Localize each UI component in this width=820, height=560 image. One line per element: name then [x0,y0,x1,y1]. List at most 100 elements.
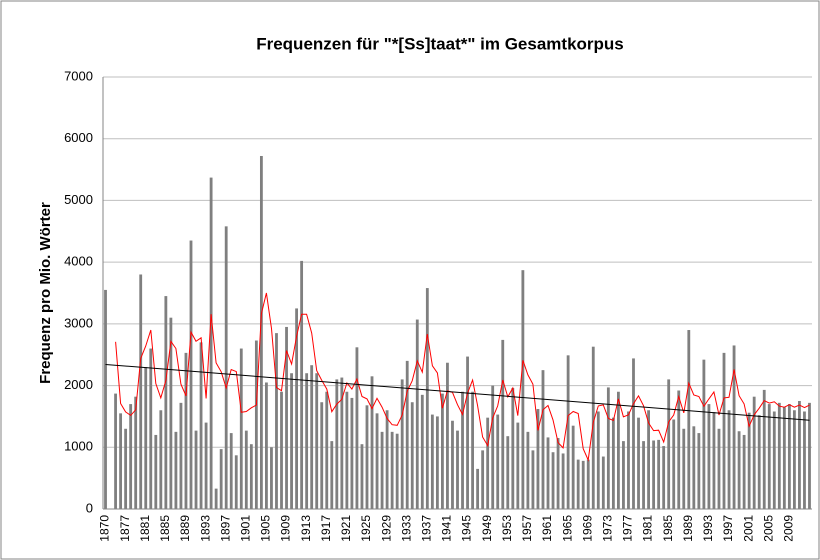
bar [365,405,369,509]
bar [536,409,540,509]
bar [164,296,168,509]
bar [345,391,349,509]
x-tick-label: 1925 [359,515,373,542]
x-tick-label: 1885 [158,515,172,542]
bar [808,402,811,509]
bar [486,417,490,509]
bar [521,270,525,509]
bar [275,333,278,509]
bar [692,426,696,509]
x-tick-label: 1977 [621,515,635,542]
x-tick-label: 2005 [761,515,775,542]
x-tick-label: 1937 [420,515,434,542]
bar [290,373,293,509]
x-tick-label: 1969 [580,515,594,542]
bar [586,459,590,509]
bar [747,412,751,509]
bar [144,367,148,509]
bar [265,382,268,509]
bar [461,391,464,509]
bar [466,356,469,509]
bar [340,377,344,509]
x-tick-label: 1913 [299,515,313,542]
bar [757,415,761,509]
bar [767,404,771,509]
bar [104,289,107,509]
bar [803,411,806,509]
bar [239,348,243,509]
bar [189,240,193,510]
chart-title: Frequenzen für "*[Ss]taat*" im Gesamtkor… [256,34,624,53]
x-tick-label: 1893 [198,515,212,542]
bar [491,385,495,509]
bar [662,446,666,509]
bar [209,177,213,509]
bar [456,430,459,509]
x-tick-label: 1981 [641,515,655,542]
bar [174,431,178,509]
x-tick-label: 1961 [540,515,554,542]
bar [682,428,686,509]
bar [249,444,253,509]
bar [742,434,746,509]
bar [616,391,620,509]
y-tick-label: 0 [86,500,93,515]
x-tick-label: 1905 [259,515,273,542]
bar [637,417,640,509]
bar [184,352,188,509]
bar [787,404,791,509]
bar [254,340,258,509]
x-tick-label: 2001 [741,515,755,542]
bar [350,397,354,509]
bar [420,394,424,509]
bar [511,388,515,509]
bar [335,379,339,509]
bar [169,317,173,509]
bar [566,355,570,509]
bar [405,360,409,509]
bar [611,417,615,509]
bar [481,450,485,509]
bar [722,352,726,509]
bar [375,413,379,509]
bar [390,431,394,509]
bar [400,379,404,509]
bar [476,468,480,509]
bar [707,404,711,509]
bar [370,376,374,509]
bar [526,431,530,509]
bar [154,434,158,509]
bar [596,411,600,509]
bar [224,226,228,509]
x-tick-label: 1989 [681,515,695,542]
bar [234,455,238,509]
bar [556,438,560,509]
bar [762,389,766,509]
bar [446,362,449,509]
bar [632,358,635,509]
x-tick-label: 1997 [721,515,735,542]
x-tick-label: 1870 [98,515,112,542]
bar [139,274,143,509]
bar [295,308,299,509]
bar [677,390,681,509]
bar [320,402,324,509]
bar [179,402,183,509]
bar [410,402,414,509]
bar [712,412,716,509]
y-tick-label: 1000 [64,439,93,454]
x-tick-label: 1917 [319,515,333,542]
bar [501,339,505,509]
bar [280,391,283,509]
bar [571,425,575,509]
y-tick-label: 5000 [64,192,93,207]
x-tick-label: 1949 [480,515,494,542]
bar [244,430,248,509]
bar [737,431,741,509]
bar [672,419,676,509]
bar [204,422,208,509]
x-tick-label: 1953 [500,515,514,542]
bar [687,330,691,509]
y-axis-label: Frequenz pro Mio. Wörter [37,202,54,384]
